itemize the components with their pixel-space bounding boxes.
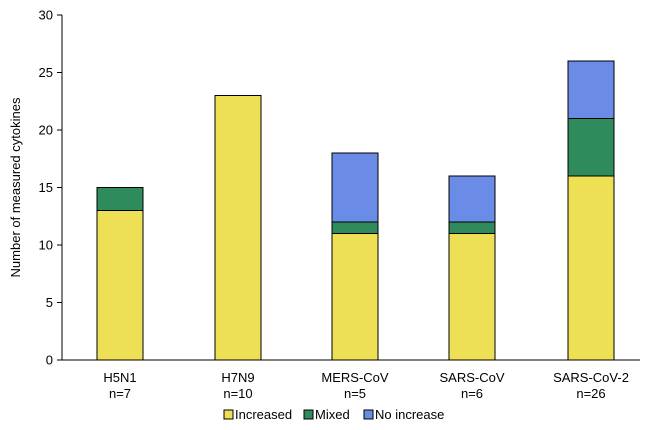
y-ticks: 0 5 10 15 20 25 30 — [39, 8, 62, 368]
y-tick-label: 25 — [39, 65, 53, 80]
bar-segment-increased — [567, 175, 615, 361]
y-tick-label: 20 — [39, 123, 53, 138]
bar-segment-no-increase — [448, 175, 496, 223]
x-category-count: n=26 — [576, 386, 605, 401]
bar-segment-mixed — [96, 187, 144, 211]
legend-swatch-no-increase — [363, 409, 374, 420]
x-category-count: n=7 — [109, 386, 131, 401]
y-tick-label: 5 — [46, 295, 53, 310]
y-tick-label: 30 — [39, 8, 53, 23]
legend-label-no-increase: No increase — [375, 407, 444, 422]
x-category-count: n=10 — [223, 386, 252, 401]
bar-segment-mixed — [567, 118, 615, 177]
legend-swatch-mixed — [303, 409, 314, 420]
x-category-count: n=5 — [344, 386, 366, 401]
bar-segment-increased — [214, 95, 262, 361]
x-category-label: MERS-CoV — [321, 370, 389, 385]
x-category-label: SARS-CoV-2 — [553, 370, 629, 385]
bar-segment-increased — [331, 233, 379, 361]
legend-label-mixed: Mixed — [315, 407, 350, 422]
bar-segment-increased — [448, 233, 496, 361]
legend-swatch-increased — [223, 409, 234, 420]
bar-segment-no-increase — [567, 60, 615, 119]
bars-layer — [96, 60, 615, 361]
y-tick-label: 10 — [39, 238, 53, 253]
bar-segment-mixed — [448, 221, 496, 234]
bar-segment-mixed — [331, 221, 379, 234]
x-category-count: n=6 — [461, 386, 483, 401]
x-category-label: H7N9 — [221, 370, 254, 385]
x-category-label: H5N1 — [103, 370, 136, 385]
legend: Increased Mixed No increase — [223, 407, 444, 422]
legend-label-increased: Increased — [235, 407, 292, 422]
y-tick-label: 0 — [46, 353, 53, 368]
x-category-label: SARS-CoV — [439, 370, 504, 385]
bar-segment-no-increase — [331, 152, 379, 223]
y-tick-label: 15 — [39, 180, 53, 195]
bar-segment-increased — [96, 210, 144, 361]
y-axis-title: Number of measured cytokines — [8, 97, 23, 277]
